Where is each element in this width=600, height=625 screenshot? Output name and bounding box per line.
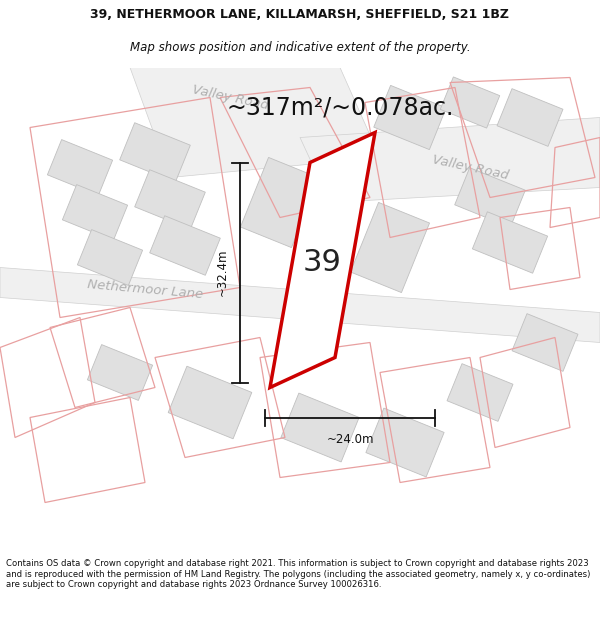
Text: 39, NETHERMOOR LANE, KILLAMARSH, SHEFFIELD, S21 1BZ: 39, NETHERMOOR LANE, KILLAMARSH, SHEFFIE… — [91, 8, 509, 21]
Polygon shape — [119, 122, 190, 182]
Polygon shape — [447, 364, 513, 421]
Polygon shape — [512, 314, 578, 371]
Text: 39: 39 — [302, 248, 341, 277]
Polygon shape — [281, 393, 359, 462]
Text: Valley Road: Valley Road — [431, 153, 509, 182]
Polygon shape — [472, 212, 548, 273]
Polygon shape — [374, 86, 446, 149]
Text: Contains OS data © Crown copyright and database right 2021. This information is : Contains OS data © Crown copyright and d… — [6, 559, 590, 589]
Polygon shape — [62, 184, 128, 241]
Polygon shape — [134, 170, 205, 229]
Polygon shape — [47, 139, 113, 196]
Polygon shape — [130, 68, 380, 178]
Polygon shape — [350, 202, 430, 292]
Text: ~317m²/~0.078ac.: ~317m²/~0.078ac. — [226, 96, 454, 119]
Polygon shape — [366, 408, 444, 477]
Polygon shape — [300, 118, 600, 202]
Polygon shape — [88, 344, 152, 401]
Polygon shape — [149, 216, 220, 275]
Polygon shape — [77, 229, 143, 286]
Polygon shape — [241, 158, 320, 248]
Text: ~24.0m: ~24.0m — [326, 433, 374, 446]
Polygon shape — [168, 366, 252, 439]
Text: Valley Road: Valley Road — [191, 83, 269, 112]
Text: Map shows position and indicative extent of the property.: Map shows position and indicative extent… — [130, 41, 470, 54]
Polygon shape — [270, 132, 375, 388]
Text: ~32.4m: ~32.4m — [215, 249, 229, 296]
Polygon shape — [455, 168, 526, 228]
Polygon shape — [0, 268, 600, 342]
Text: Nethermoor Lane: Nethermoor Lane — [86, 278, 203, 301]
Polygon shape — [440, 77, 500, 128]
Polygon shape — [497, 89, 563, 146]
